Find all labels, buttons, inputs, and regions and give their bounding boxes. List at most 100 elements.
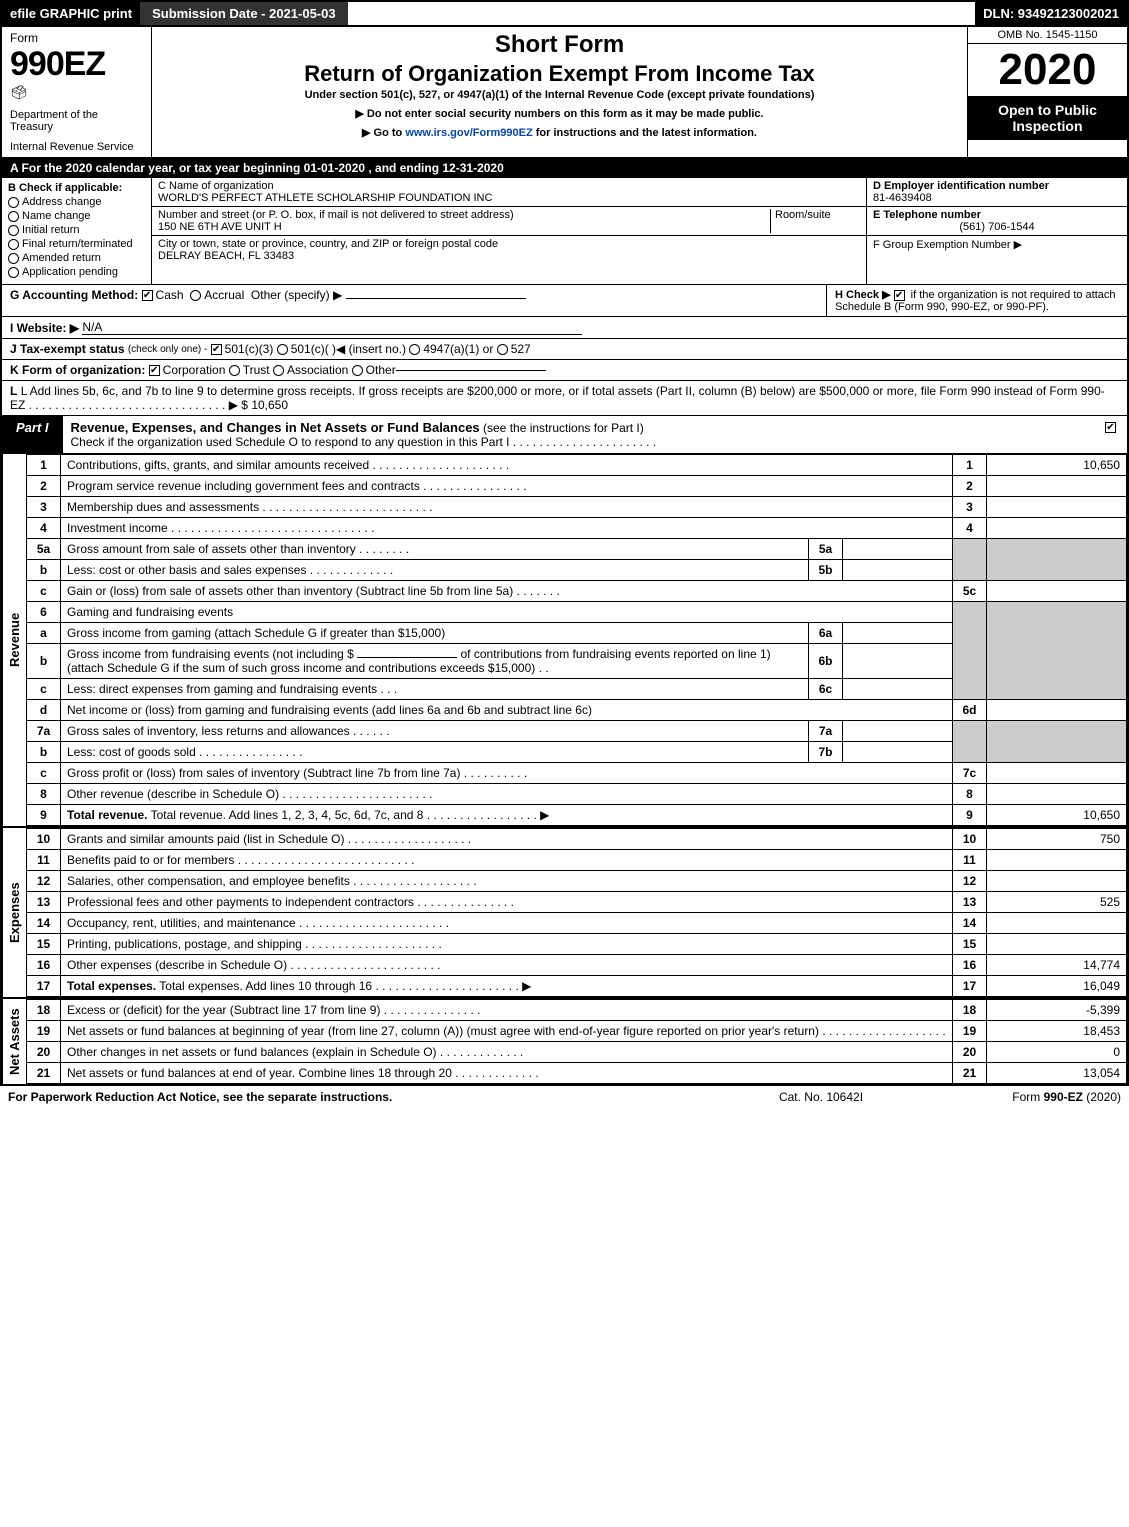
check-accrual[interactable]	[190, 290, 201, 301]
row-l: L L Add lines 5b, 6c, and 7b to line 9 t…	[0, 381, 1129, 416]
form-number: 990EZ	[10, 45, 143, 84]
row-i: I Website: ▶ N/A	[0, 317, 1129, 339]
goto-note: ▶ Go to www.irs.gov/Form990EZ for instru…	[162, 126, 957, 139]
group-exemption-label: F Group Exemption Number ▶	[873, 238, 1121, 251]
efile-label: efile GRAPHIC print	[2, 2, 140, 25]
g-label: G Accounting Method:	[10, 288, 138, 302]
revenue-side-label: Revenue	[2, 454, 26, 826]
header-center: Short Form Return of Organization Exempt…	[152, 27, 967, 157]
check-association[interactable]	[273, 365, 284, 376]
form-label: Form	[10, 31, 143, 45]
page-footer: For Paperwork Reduction Act Notice, see …	[0, 1086, 1129, 1108]
line-5a: 5aGross amount from sale of assets other…	[27, 539, 1127, 560]
line-11: 11Benefits paid to or for members . . . …	[27, 850, 1127, 871]
line-6: 6Gaming and fundraising events	[27, 602, 1127, 623]
omb-number: OMB No. 1545-1150	[968, 27, 1127, 44]
street-label: Number and street (or P. O. box, if mail…	[158, 209, 770, 221]
line-15: 15Printing, publications, postage, and s…	[27, 934, 1127, 955]
phone-value: (561) 706-1544	[873, 221, 1121, 233]
line-10: 10Grants and similar amounts paid (list …	[27, 829, 1127, 850]
line-3: 3Membership dues and assessments . . . .…	[27, 497, 1127, 518]
revenue-section: Revenue 1Contributions, gifts, grants, a…	[0, 454, 1129, 828]
line-16: 16Other expenses (describe in Schedule O…	[27, 955, 1127, 976]
line-9: 9Total revenue. Total revenue. Add lines…	[27, 805, 1127, 826]
org-name-label: C Name of organization	[158, 180, 860, 192]
line-21: 21Net assets or fund balances at end of …	[27, 1063, 1127, 1084]
check-4947[interactable]	[409, 344, 420, 355]
line-8: 8Other revenue (describe in Schedule O) …	[27, 784, 1127, 805]
check-final-return[interactable]: Final return/terminated	[8, 238, 145, 250]
fundraising-amount-input[interactable]	[357, 657, 457, 658]
part-1-label: Part I	[2, 416, 63, 453]
part-1-checkbox[interactable]: ✔	[1097, 416, 1127, 453]
expenses-section: Expenses 10Grants and similar amounts pa…	[0, 828, 1129, 999]
check-initial-return[interactable]: Initial return	[8, 224, 145, 236]
other-org-input[interactable]	[396, 370, 546, 371]
line-13: 13Professional fees and other payments t…	[27, 892, 1127, 913]
check-trust[interactable]	[229, 365, 240, 376]
line-6d: dNet income or (loss) from gaming and fu…	[27, 700, 1127, 721]
line-5c: cGain or (loss) from sale of assets othe…	[27, 581, 1127, 602]
check-501c3[interactable]: ✔	[211, 344, 222, 355]
treasury-seal-icon: 🗳	[10, 84, 143, 101]
entity-info-row: B Check if applicable: Address change Na…	[0, 178, 1129, 285]
dln-label: DLN: 93492123002021	[975, 2, 1127, 25]
irs-label: Internal Revenue Service	[10, 141, 143, 153]
row-g-h: G Accounting Method: ✔Cash Accrual Other…	[0, 285, 1129, 317]
check-other-org[interactable]	[352, 365, 363, 376]
check-application-pending[interactable]: Application pending	[8, 266, 145, 278]
check-corporation[interactable]: ✔	[149, 365, 160, 376]
department-label: Department of the Treasury	[10, 109, 143, 133]
website-value: N/A	[82, 320, 582, 335]
top-bar: efile GRAPHIC print Submission Date - 20…	[0, 0, 1129, 27]
gross-receipts-value: 10,650	[251, 398, 288, 412]
check-address-change[interactable]: Address change	[8, 196, 145, 208]
expenses-side-label: Expenses	[2, 828, 26, 997]
city-label: City or town, state or province, country…	[158, 238, 860, 250]
net-assets-side-label: Net Assets	[2, 999, 26, 1084]
no-ssn-note: ▶ Do not enter social security numbers o…	[162, 107, 957, 120]
form-footer-label: Form 990-EZ (2020)	[921, 1090, 1121, 1104]
i-label: I Website: ▶	[10, 321, 79, 335]
line-14: 14Occupancy, rent, utilities, and mainte…	[27, 913, 1127, 934]
check-501c[interactable]	[277, 344, 288, 355]
check-amended-return[interactable]: Amended return	[8, 252, 145, 264]
check-527[interactable]	[497, 344, 508, 355]
box-c: C Name of organization WORLD'S PERFECT A…	[152, 178, 867, 284]
part-1-header: Part I Revenue, Expenses, and Changes in…	[0, 416, 1129, 454]
check-cash[interactable]: ✔	[142, 290, 153, 301]
line-4: 4Investment income . . . . . . . . . . .…	[27, 518, 1127, 539]
city-value: DELRAY BEACH, FL 33483	[158, 250, 860, 262]
line-7a: 7aGross sales of inventory, less returns…	[27, 721, 1127, 742]
irs-link[interactable]: www.irs.gov/Form990EZ	[405, 127, 532, 139]
net-assets-section: Net Assets 18Excess or (deficit) for the…	[0, 999, 1129, 1086]
return-title: Return of Organization Exempt From Incom…	[162, 61, 957, 87]
row-k: K Form of organization: ✔Corporation Tru…	[0, 360, 1129, 381]
header-left: Form 990EZ 🗳 Department of the Treasury …	[2, 27, 152, 157]
line-12: 12Salaries, other compensation, and empl…	[27, 871, 1127, 892]
ein-label: D Employer identification number	[873, 180, 1121, 192]
part-1-title: Revenue, Expenses, and Changes in Net As…	[63, 416, 1097, 453]
row-g: G Accounting Method: ✔Cash Accrual Other…	[2, 285, 827, 316]
box-b-title: B Check if applicable:	[8, 182, 145, 194]
line-2: 2Program service revenue including gover…	[27, 476, 1127, 497]
form-header: Form 990EZ 🗳 Department of the Treasury …	[0, 27, 1129, 159]
net-assets-table: 18Excess or (deficit) for the year (Subt…	[26, 999, 1127, 1084]
expenses-table: 10Grants and similar amounts paid (list …	[26, 828, 1127, 997]
box-d: D Employer identification number 81-4639…	[867, 178, 1127, 284]
header-right: OMB No. 1545-1150 2020 Open to Public In…	[967, 27, 1127, 157]
org-name: WORLD'S PERFECT ATHLETE SCHOLARSHIP FOUN…	[158, 192, 860, 204]
line-18: 18Excess or (deficit) for the year (Subt…	[27, 1000, 1127, 1021]
check-name-change[interactable]: Name change	[8, 210, 145, 222]
under-section: Under section 501(c), 527, or 4947(a)(1)…	[162, 89, 957, 101]
row-j: J Tax-exempt status (check only one) - ✔…	[0, 339, 1129, 360]
room-suite-label: Room/suite	[770, 209, 860, 233]
paperwork-notice: For Paperwork Reduction Act Notice, see …	[8, 1090, 721, 1104]
other-specify-input[interactable]	[346, 298, 526, 299]
line-7c: cGross profit or (loss) from sales of in…	[27, 763, 1127, 784]
revenue-table: 1Contributions, gifts, grants, and simil…	[26, 454, 1127, 826]
catalog-number: Cat. No. 10642I	[721, 1090, 921, 1104]
row-a-tax-year: A For the 2020 calendar year, or tax yea…	[0, 159, 1129, 178]
submission-date: Submission Date - 2021-05-03	[140, 2, 348, 25]
check-schedule-b[interactable]: ✔	[894, 290, 905, 301]
